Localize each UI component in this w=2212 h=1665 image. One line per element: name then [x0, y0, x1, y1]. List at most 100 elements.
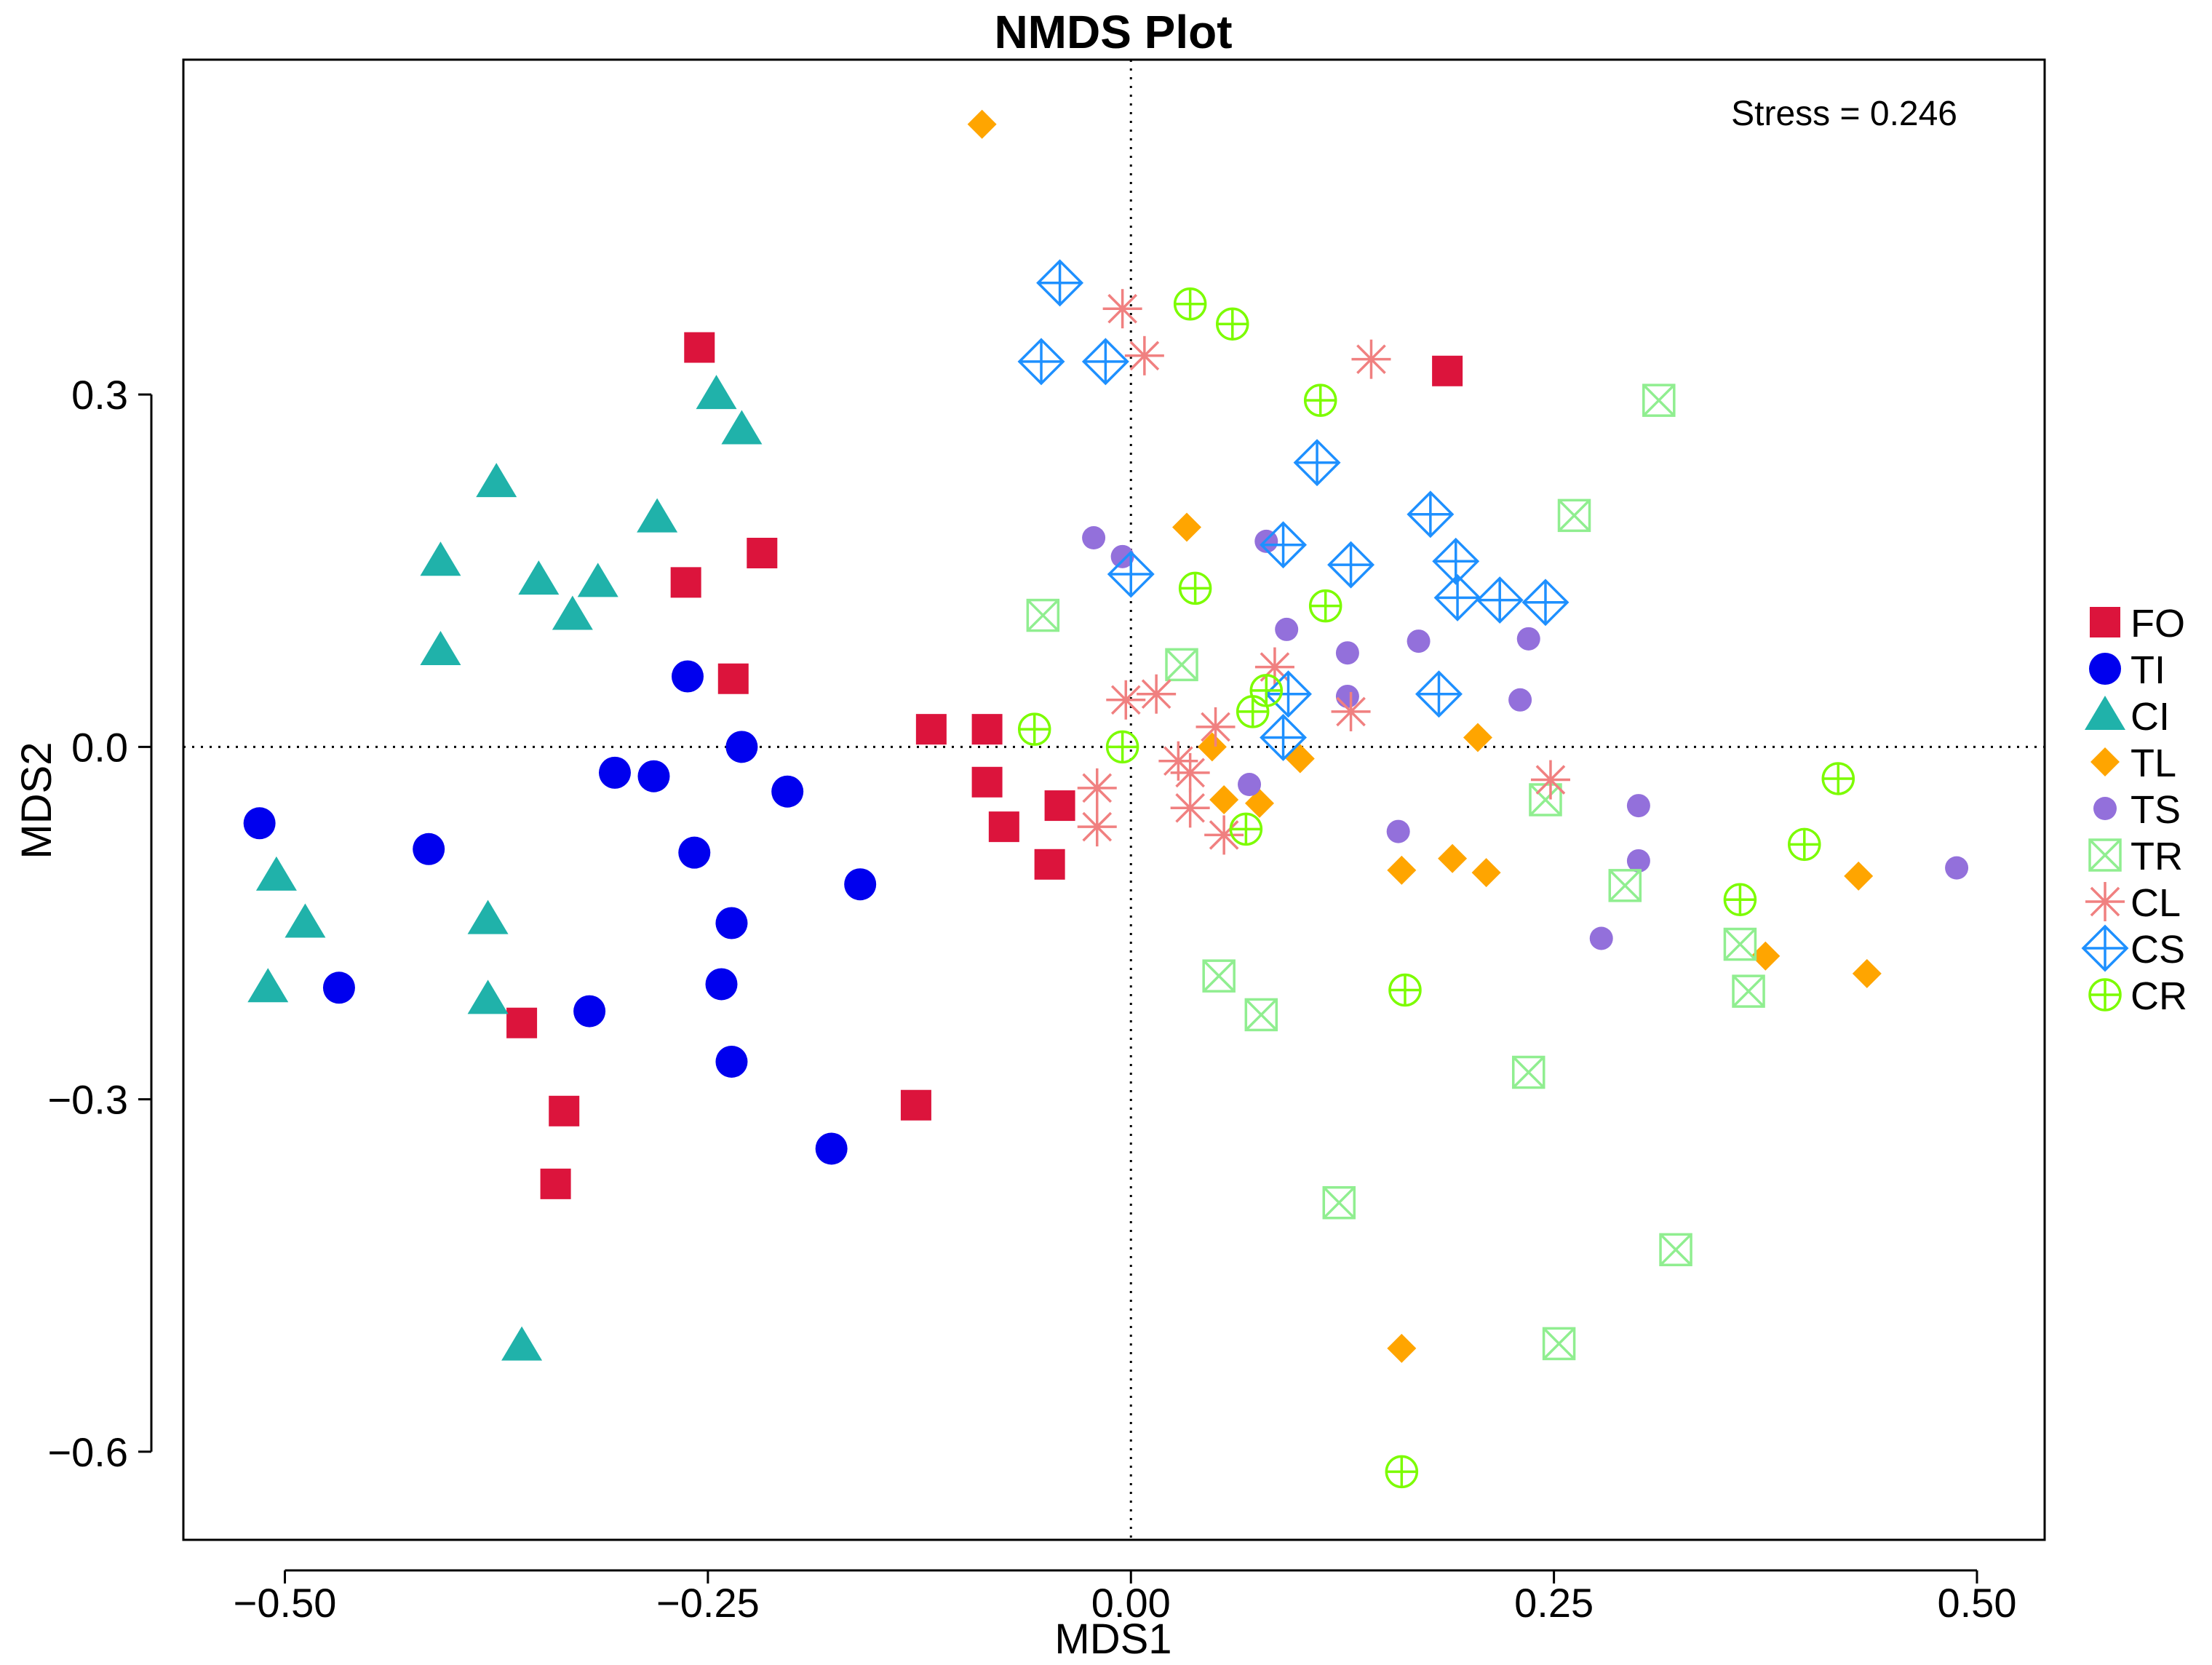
data-point-cs [1327, 541, 1375, 589]
legend-marker-tr [2088, 838, 2122, 872]
data-point-fo [717, 663, 749, 694]
legend-item-ts: TS [2093, 788, 2181, 832]
legend-label: TL [2131, 742, 2176, 785]
legend-item-ci: CI [2085, 695, 2170, 739]
data-point-tl [1387, 855, 1417, 885]
data-point-ci [637, 498, 678, 533]
legend-item-cs: CS [2081, 924, 2185, 972]
data-point-cr [1216, 307, 1249, 341]
data-point-cl [1077, 807, 1117, 847]
data-point-cl [1331, 691, 1371, 731]
legend-marker-cl [2085, 882, 2125, 921]
data-point-ti [671, 660, 704, 693]
x-tick-label: −0.25 [656, 1580, 760, 1626]
data-point-fo [915, 714, 947, 745]
data-point-tl [1209, 785, 1239, 814]
data-point-cr [1178, 571, 1212, 605]
data-point-ts [1626, 794, 1650, 818]
data-point-cl [1170, 788, 1210, 828]
data-point-ci [285, 903, 326, 938]
legend-label: CL [2131, 881, 2181, 925]
data-point-ts [1945, 856, 1969, 880]
series-ts [1082, 526, 1969, 950]
data-point-ts [1626, 849, 1650, 873]
data-point-ts [1335, 684, 1359, 708]
data-point-cr [1236, 695, 1270, 728]
data-point-cr [1105, 730, 1139, 764]
data-point-cr [1821, 762, 1855, 795]
x-tick-label: −0.50 [234, 1580, 337, 1626]
data-point-ti [573, 995, 606, 1028]
data-point-fo [971, 714, 1003, 745]
series-ci [247, 375, 763, 1361]
data-point-ts [1407, 629, 1431, 653]
data-point-cr [1788, 827, 1821, 862]
data-point-fo [1044, 790, 1075, 822]
y-tick-label: −0.6 [47, 1429, 128, 1475]
data-point-ts [1335, 641, 1359, 665]
data-point-tl [1463, 723, 1492, 752]
data-point-ti [243, 807, 276, 840]
data-point-fo [1034, 849, 1065, 880]
data-point-cs [1260, 713, 1308, 761]
legend-marker-ti [2089, 653, 2121, 685]
data-point-tr [1642, 384, 1676, 417]
data-point-cr [1229, 812, 1263, 846]
data-point-tr [1608, 869, 1642, 902]
legend-marker-fo [2090, 607, 2120, 637]
data-point-tl [1471, 858, 1501, 888]
data-point-fo [549, 1095, 580, 1126]
data-point-fo [900, 1089, 931, 1121]
data-point-cr [1173, 287, 1207, 321]
data-point-cr [1308, 589, 1342, 623]
data-point-tl [1751, 941, 1781, 971]
data-point-tl [1852, 958, 1882, 988]
data-point-tr [1723, 927, 1757, 961]
legend-item-ti: TI [2089, 648, 2165, 692]
data-point-cs [1476, 576, 1524, 624]
series-ti [243, 660, 877, 1165]
data-point-cr [1249, 674, 1284, 707]
data-point-ts [1110, 544, 1134, 568]
data-point-cl [1077, 768, 1117, 808]
data-point-fo [1432, 355, 1463, 386]
series-tr [1026, 384, 1765, 1361]
data-point-cr [1723, 883, 1757, 916]
data-point-ci [518, 560, 560, 595]
data-point-ti [598, 756, 631, 789]
chart-title: NMDS Plot [994, 6, 1232, 58]
legend-label: CR [2131, 974, 2187, 1018]
data-point-tl [967, 109, 997, 139]
data-point-ti [678, 836, 711, 869]
data-point-cs [1265, 670, 1312, 718]
x-tick-label: 0.25 [1514, 1580, 1594, 1626]
data-point-cr [1017, 712, 1051, 746]
data-point-cs [1036, 259, 1084, 307]
series-cs [1017, 259, 1570, 761]
data-point-fo [670, 567, 701, 598]
data-point-ci [476, 463, 517, 498]
data-point-ci [420, 630, 461, 665]
y-tick-label: 0.3 [71, 372, 128, 418]
data-point-ti [715, 1045, 748, 1078]
data-point-tr [1542, 1327, 1576, 1361]
legend-marker-cr [2088, 978, 2122, 1012]
y-tick-label: 0.0 [71, 724, 128, 770]
data-point-cl [1204, 815, 1244, 855]
data-point-ts [1589, 926, 1613, 950]
data-point-tr [1165, 648, 1198, 682]
data-point-cs [1433, 573, 1481, 621]
data-point-cl [1195, 707, 1236, 747]
data-point-tl [1387, 1333, 1417, 1363]
data-point-ti [771, 775, 804, 808]
data-point-ci [721, 410, 763, 445]
data-point-ti [725, 731, 758, 763]
data-point-ci [552, 595, 593, 630]
stress-annotation: Stress = 0.246 [1731, 95, 1957, 133]
data-point-ci [467, 899, 509, 934]
data-point-cl [1102, 289, 1142, 329]
data-point-cs [1415, 670, 1463, 718]
legend-label: TI [2131, 648, 2165, 692]
data-point-ti [637, 760, 670, 792]
